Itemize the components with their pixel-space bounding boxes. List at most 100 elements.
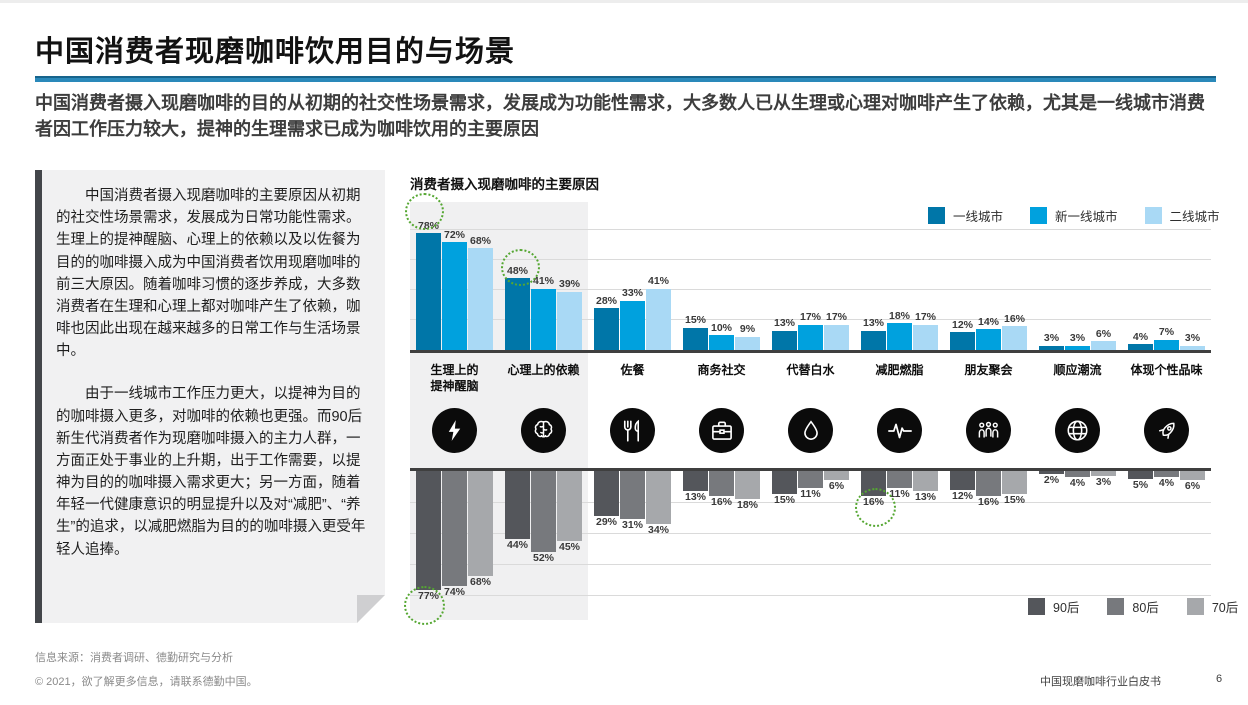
- bar-group: 5% 4% 6%: [1122, 471, 1211, 628]
- category-label: 生理上的 提神醒脑: [430, 363, 479, 394]
- bar-一线城市: [594, 308, 619, 350]
- bar-group: 4% 7% 3%: [1122, 196, 1211, 350]
- bar-value-label: 74%: [443, 585, 465, 598]
- bar-column: 3%: [1180, 196, 1205, 350]
- bar-新一线城市: [887, 323, 912, 350]
- bar-70后: [557, 471, 582, 541]
- page-title: 中国消费者现磨咖啡饮用目的与场景: [35, 36, 516, 68]
- bar-value-label: 68%: [469, 234, 491, 247]
- bar-column: 17%: [798, 196, 823, 350]
- bar-70后: [824, 471, 849, 481]
- icon-cell: [499, 408, 588, 453]
- category-label: 朋友聚会: [964, 363, 1013, 377]
- bar-value-label: 15%: [773, 494, 795, 507]
- bar-column: 45%: [557, 471, 582, 554]
- bar-column: 16%: [1002, 196, 1027, 350]
- bar-group: 12% 14% 16%: [944, 196, 1033, 350]
- doc-title: 中国现磨咖啡行业白皮书: [1040, 676, 1161, 688]
- bar-column: 48%: [505, 196, 530, 350]
- bar-group: 28% 33% 41%: [588, 196, 677, 350]
- bar-80后: [798, 471, 823, 489]
- bar-value-label: 6%: [828, 480, 845, 493]
- top-edge-strip: [0, 0, 1248, 3]
- bar-value-label: 13%: [862, 317, 884, 330]
- legend-swatch: [1107, 598, 1125, 615]
- bar-column: 74%: [442, 471, 467, 599]
- bar-value-label: 72%: [443, 228, 465, 241]
- bar-80后: [442, 471, 467, 586]
- bar-二线城市: [646, 288, 671, 350]
- category-label: 体现个性品味: [1130, 363, 1203, 377]
- bar-column: 12%: [950, 196, 975, 350]
- bar-value-label: 33%: [621, 287, 643, 300]
- bar-一线城市: [950, 332, 975, 350]
- bar-value-label: 9%: [739, 323, 756, 336]
- legend-swatch: [1144, 207, 1162, 224]
- bar-90后: [416, 471, 441, 591]
- bar-value-label: 17%: [825, 311, 847, 324]
- legend-item-90后: 90后: [1028, 597, 1079, 616]
- bar-90后: [594, 471, 619, 516]
- bar-column: 4%: [1065, 471, 1090, 490]
- bar-新一线城市: [1065, 345, 1090, 350]
- bar-新一线城市: [442, 242, 467, 350]
- bar-group: 2% 4% 3%: [1033, 471, 1122, 628]
- bar-value-label: 18%: [736, 498, 758, 511]
- bar-新一线城市: [620, 300, 645, 350]
- bar-90后: [1039, 471, 1064, 475]
- bar-column: 13%: [861, 196, 886, 350]
- bar-value-label: 28%: [595, 294, 617, 307]
- bar-80后: [620, 471, 645, 520]
- bar-column: 41%: [531, 196, 556, 350]
- highlight-circle-77: [404, 586, 445, 625]
- bar-column: 33%: [620, 196, 645, 350]
- bar-70后: [468, 471, 493, 577]
- bar-二线城市: [1180, 345, 1205, 350]
- title-divider: [35, 76, 1216, 82]
- bar-value-label: 41%: [532, 275, 554, 288]
- top-bar-chart: 78% 72% 68% 48% 41% 39% 28% 33% 41% 15% 10% 9% 13% 17…: [410, 196, 1211, 353]
- bar-group: 44% 52% 45%: [499, 471, 588, 628]
- bar-group: 3% 3% 6%: [1033, 196, 1122, 350]
- source-note: 信息来源：消费者调研、德勤研究与分析: [35, 652, 233, 664]
- bar-value-label: 18%: [888, 309, 910, 322]
- category-label: 商务社交: [697, 363, 746, 377]
- bar-column: 15%: [772, 471, 797, 507]
- bar-二线城市: [735, 336, 760, 350]
- copyright-note: © 2021，欲了解更多信息，请联系德勤中国。: [35, 676, 258, 688]
- bar-column: 7%: [1154, 196, 1179, 350]
- chart-title: 消费者摄入现磨咖啡的主要原因: [410, 177, 599, 192]
- bar-80后: [976, 471, 1001, 496]
- legend-item-80后: 80后: [1107, 597, 1159, 616]
- bar-group: 15% 11% 6%: [766, 471, 855, 628]
- bar-80后: [709, 471, 734, 496]
- bar-value-label: 11%: [889, 488, 910, 501]
- bar-一线城市: [1039, 345, 1064, 350]
- bar-column: 77%: [416, 471, 441, 603]
- bar-column: 15%: [1002, 471, 1027, 507]
- bar-新一线城市: [531, 288, 556, 350]
- legend-swatch: [928, 207, 945, 224]
- bar-value-label: 10%: [710, 321, 732, 334]
- note-box: 中国消费者摄入现磨咖啡的主要原因从初期的社交性场景需求，发展成为日常功能性需求。…: [35, 170, 385, 623]
- bar-value-label: 6%: [1095, 327, 1112, 340]
- bar-70后: [1180, 471, 1205, 481]
- category-label: 减肥燃脂: [875, 363, 924, 377]
- bar-一线城市: [1128, 344, 1153, 350]
- bar-value-label: 13%: [773, 317, 795, 330]
- bar-column: 41%: [646, 196, 671, 350]
- legend-label: 二线城市: [1169, 210, 1220, 224]
- legend-swatch: [1028, 598, 1045, 615]
- legend-swatch: [1030, 207, 1048, 224]
- bar-column: 4%: [1128, 196, 1153, 350]
- legend-cities: 一线城市 新一线城市 二线城市: [928, 206, 1220, 225]
- rocket-icon: [1144, 408, 1189, 453]
- bar-value-label: 68%: [469, 576, 491, 589]
- note-accent-bar: [35, 170, 42, 623]
- bar-column: 29%: [594, 471, 619, 529]
- bar-group: 12% 16% 15%: [944, 471, 1033, 628]
- bar-value-label: 15%: [1003, 494, 1025, 507]
- bar-二线城市: [913, 324, 938, 350]
- bar-70后: [1002, 471, 1027, 495]
- bar-column: 10%: [709, 196, 734, 350]
